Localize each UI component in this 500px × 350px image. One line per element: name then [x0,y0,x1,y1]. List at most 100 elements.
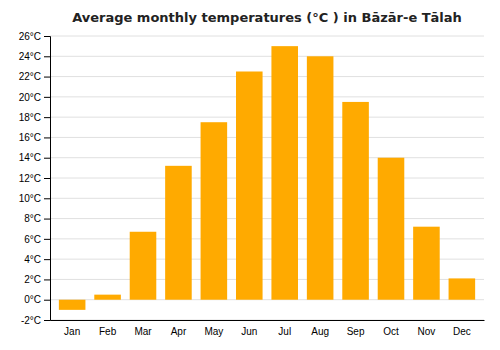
tick-label: 18°C [19,112,41,123]
tick-label: -2°C [21,315,41,326]
tick-mark [44,56,50,57]
tick-mark [44,300,50,301]
tick-label: 8°C [24,213,41,224]
tick: Mar [134,326,152,337]
bar [201,122,228,300]
y-axis: -2°C 0°C 2°C 4°C 6°C 8°C 10°C 12°C 14°C 16°C 18°C 2… [19,31,51,326]
tick: -2°C [21,315,50,326]
tick-label: 12°C [19,173,41,184]
tick-mark [44,137,50,138]
grid-line [50,96,484,97]
bar [378,158,405,300]
tick: 26°C [19,31,50,42]
tick-mark [44,259,50,260]
title: Average monthly temperatures (°C ) in Bā… [72,10,462,25]
x-axis: Jan Feb Mar Apr May Jun Jul Aug Sep Oct Nov Dec [51,321,485,338]
tick-mark [44,219,50,220]
tick-mark [44,239,50,240]
tick: 16°C [19,132,50,143]
tick: Sep [347,326,365,337]
tick: Oct [383,326,399,337]
tick-label: Dec [453,326,471,337]
bar [271,46,298,300]
bar [449,278,476,299]
tick-label: 20°C [19,92,41,103]
tick-mark [44,97,50,98]
tick-label: 22°C [19,71,41,82]
tick-label: 2°C [24,274,41,285]
bar [236,72,263,300]
bar [130,232,157,300]
tick: Feb [99,326,117,337]
tick-mark [44,178,50,179]
tick-label: Jun [241,326,257,337]
tick-label: 16°C [19,132,41,143]
tick: 22°C [19,71,50,82]
bar [165,166,192,300]
tick-label: 24°C [19,51,41,62]
tick: 24°C [19,51,50,62]
tick-mark [44,77,50,78]
tick-mark [44,36,50,37]
tick-mark [44,279,50,280]
tick-label: Jan [64,326,80,337]
tick: Jul [278,326,291,337]
bar [342,102,369,300]
axis-line [44,37,51,321]
grid-line [50,320,484,321]
bar [94,295,121,300]
tick-label: 0°C [24,294,41,305]
tick-label: Jul [278,326,291,337]
tick: Jun [241,326,257,337]
tick: 0°C [24,294,50,305]
tick: Nov [418,326,436,337]
tick-mark [44,117,50,118]
tick: Aug [311,326,329,337]
grid-line [50,198,484,199]
grid-line [50,36,484,37]
grid-line [50,157,484,158]
tick: 12°C [19,173,50,184]
tick-label: May [204,326,223,337]
tick-label: Nov [418,326,436,337]
tick: Jan [64,326,80,337]
tick-label: 6°C [24,234,41,245]
grid-line [50,218,484,219]
tick-label: Oct [383,326,399,337]
tick-label: 4°C [24,254,41,265]
tick: 2°C [24,274,50,285]
tick-label: 10°C [19,193,41,204]
tick: 8°C [24,213,50,224]
tick-label: Mar [134,326,152,337]
bar [59,300,86,310]
tick-label: Apr [171,326,187,337]
tick-mark [44,320,50,321]
tick: 6°C [24,234,50,245]
tick-label: 14°C [19,152,41,163]
grid-line [50,178,484,179]
grid-line [50,76,484,77]
tick-mark [44,198,50,199]
tick: 14°C [19,152,50,163]
bar [307,56,334,299]
tick: Apr [171,326,187,337]
tick-mark [44,158,50,159]
tick: 20°C [19,92,50,103]
grid-line [50,117,484,118]
tick-label: Aug [311,326,329,337]
tick-label: Feb [99,326,117,337]
tick: May [204,326,223,337]
tick-label: Sep [347,326,365,337]
bar [413,227,440,300]
plot: -2°C 0°C 2°C 4°C 6°C 8°C 10°C 12°C 14°C 16°C 18°C 2… [19,31,485,337]
axis-line [51,320,485,321]
grid-line [50,137,484,138]
tick: 10°C [19,193,50,204]
tick: Dec [453,326,471,337]
tick: 4°C [24,254,50,265]
tick: 18°C [19,112,50,123]
grid-line [50,56,484,57]
tick-label: 26°C [19,31,41,42]
chart: -2°C 0°C 2°C 4°C 6°C 8°C 10°C 12°C 14°C 16°C 18°C 2… [0,0,500,350]
grid [50,36,484,320]
